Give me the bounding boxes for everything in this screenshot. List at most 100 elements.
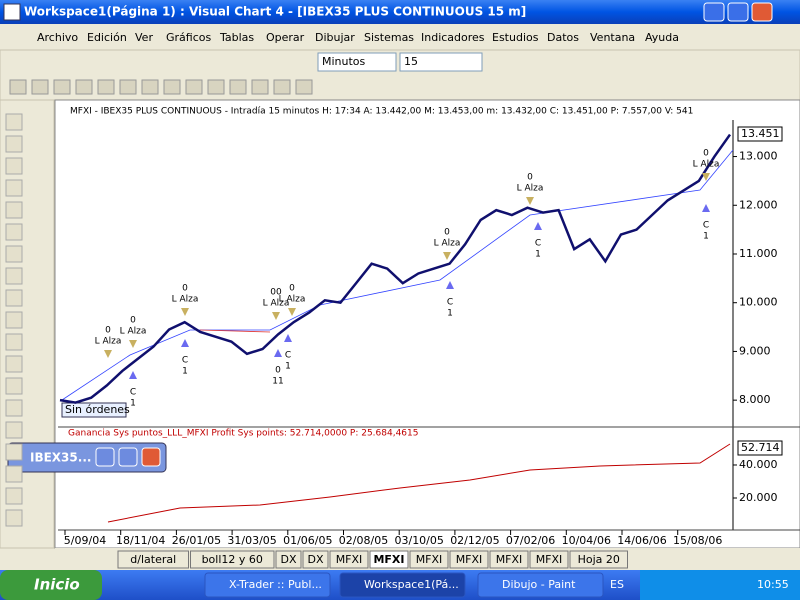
side-tool[interactable] xyxy=(5,509,23,527)
tool-button[interactable] xyxy=(185,79,203,95)
last-price: 13.451 xyxy=(741,127,780,140)
task-item[interactable] xyxy=(339,572,466,598)
menu-item[interactable]: Gráficos xyxy=(166,31,211,44)
sheet-tab[interactable] xyxy=(302,550,329,569)
side-tool[interactable] xyxy=(5,377,23,395)
tool-button[interactable] xyxy=(273,79,291,95)
tool-button[interactable] xyxy=(119,79,137,95)
close-button[interactable] xyxy=(751,2,773,22)
signal-arrow xyxy=(702,173,710,181)
profit-header: Ganancia Sys puntos_LLL_MFXI Profit Sys … xyxy=(68,429,419,439)
side-tool[interactable] xyxy=(5,443,23,461)
sheet-tab[interactable] xyxy=(190,550,275,569)
task-item[interactable] xyxy=(477,572,604,598)
side-tool[interactable] xyxy=(5,223,23,241)
signal-arrow xyxy=(702,204,710,212)
tool-button[interactable] xyxy=(75,79,93,95)
timeframe: Minutos xyxy=(322,55,366,68)
signal-label: 0 xyxy=(527,173,533,183)
signal-label: C xyxy=(447,298,453,308)
profit-line xyxy=(107,443,731,523)
float-restore[interactable] xyxy=(95,447,115,467)
timeframe-combo[interactable] xyxy=(317,52,397,72)
side-tool[interactable] xyxy=(5,289,23,307)
signal-arrow xyxy=(526,197,534,205)
menu-item[interactable]: Edición xyxy=(87,31,127,44)
sheet-tab[interactable] xyxy=(449,550,489,569)
tool-button[interactable] xyxy=(229,79,247,95)
tool-button[interactable] xyxy=(53,79,71,95)
tool-button[interactable] xyxy=(251,79,269,95)
side-tool[interactable] xyxy=(5,399,23,417)
maximize-button[interactable] xyxy=(727,2,749,22)
signal-label: 1 xyxy=(130,399,136,409)
menu-item[interactable]: Archivo xyxy=(37,31,78,44)
sheet-tab[interactable] xyxy=(329,550,369,569)
tool-button[interactable] xyxy=(9,79,27,95)
clock: 10:55 xyxy=(757,578,789,591)
side-tool[interactable] xyxy=(5,355,23,373)
signal-label: L Alza xyxy=(263,299,290,309)
start-label: Inicio xyxy=(34,576,80,594)
float-close[interactable] xyxy=(141,447,161,467)
signal-label: 0 xyxy=(275,366,281,376)
minimize-button[interactable] xyxy=(703,2,725,22)
tool-button[interactable] xyxy=(207,79,225,95)
last-profit-box xyxy=(737,440,783,456)
side-tool[interactable] xyxy=(5,157,23,175)
sheet-tab[interactable] xyxy=(529,550,569,569)
signal-arrow xyxy=(534,222,542,230)
menu-item[interactable]: Tablas xyxy=(219,31,254,44)
side-tool[interactable] xyxy=(5,267,23,285)
menu-item[interactable]: Ventana xyxy=(590,31,635,44)
menu-item[interactable]: Indicadores xyxy=(421,31,485,44)
signal-label: C xyxy=(182,356,188,366)
side-tool[interactable] xyxy=(5,421,23,439)
sheet-tab[interactable] xyxy=(489,550,529,569)
side-tool[interactable] xyxy=(5,113,23,131)
side-tool[interactable] xyxy=(5,245,23,263)
sheet-tab[interactable] xyxy=(569,550,628,569)
tool-button[interactable] xyxy=(97,79,115,95)
side-tool[interactable] xyxy=(5,201,23,219)
float-maximize[interactable] xyxy=(118,447,138,467)
y-tick-label: 9.000 xyxy=(739,344,771,357)
signal-label: L Alza xyxy=(434,239,461,249)
side-tool[interactable] xyxy=(5,465,23,483)
menu-item[interactable]: Operar xyxy=(266,31,305,44)
signal-label: 1 xyxy=(285,362,291,372)
app-icon xyxy=(3,3,21,21)
sheet-tab[interactable] xyxy=(369,550,409,569)
task-label: X-Trader :: Publ... xyxy=(229,578,322,591)
last-profit: 52.714 xyxy=(741,441,780,454)
tool-button[interactable] xyxy=(163,79,181,95)
sheet-tab[interactable] xyxy=(409,550,449,569)
menu-item[interactable]: Sistemas xyxy=(364,31,414,44)
side-tool[interactable] xyxy=(5,333,23,351)
menu-item[interactable]: Estudios xyxy=(492,31,539,44)
signal-label: L Alza xyxy=(120,327,147,337)
side-tool[interactable] xyxy=(5,135,23,153)
signal-arrow xyxy=(272,312,280,320)
tool-button[interactable] xyxy=(31,79,49,95)
period-combo[interactable] xyxy=(399,52,483,72)
side-tool[interactable] xyxy=(5,311,23,329)
task-item[interactable] xyxy=(204,572,331,598)
task-label: Workspace1(Pá... xyxy=(364,578,459,591)
side-tool[interactable] xyxy=(5,487,23,505)
menu-item[interactable]: Ver xyxy=(135,31,153,44)
sheet-tab[interactable] xyxy=(275,550,302,569)
menu-item[interactable]: Dibujar xyxy=(315,31,355,44)
start-button[interactable] xyxy=(0,570,102,600)
tool-button[interactable] xyxy=(295,79,313,95)
sheet-tab-label: MFXI xyxy=(536,553,563,566)
language: ES xyxy=(610,578,624,591)
sheet-tab[interactable] xyxy=(117,550,189,569)
tool-button[interactable] xyxy=(141,79,159,95)
menu-item[interactable]: Datos xyxy=(547,31,579,44)
date-label: 02/12/05 xyxy=(450,534,499,547)
status-box xyxy=(61,402,127,418)
menu-item[interactable]: Ayuda xyxy=(645,31,679,44)
side-tool[interactable] xyxy=(5,179,23,197)
